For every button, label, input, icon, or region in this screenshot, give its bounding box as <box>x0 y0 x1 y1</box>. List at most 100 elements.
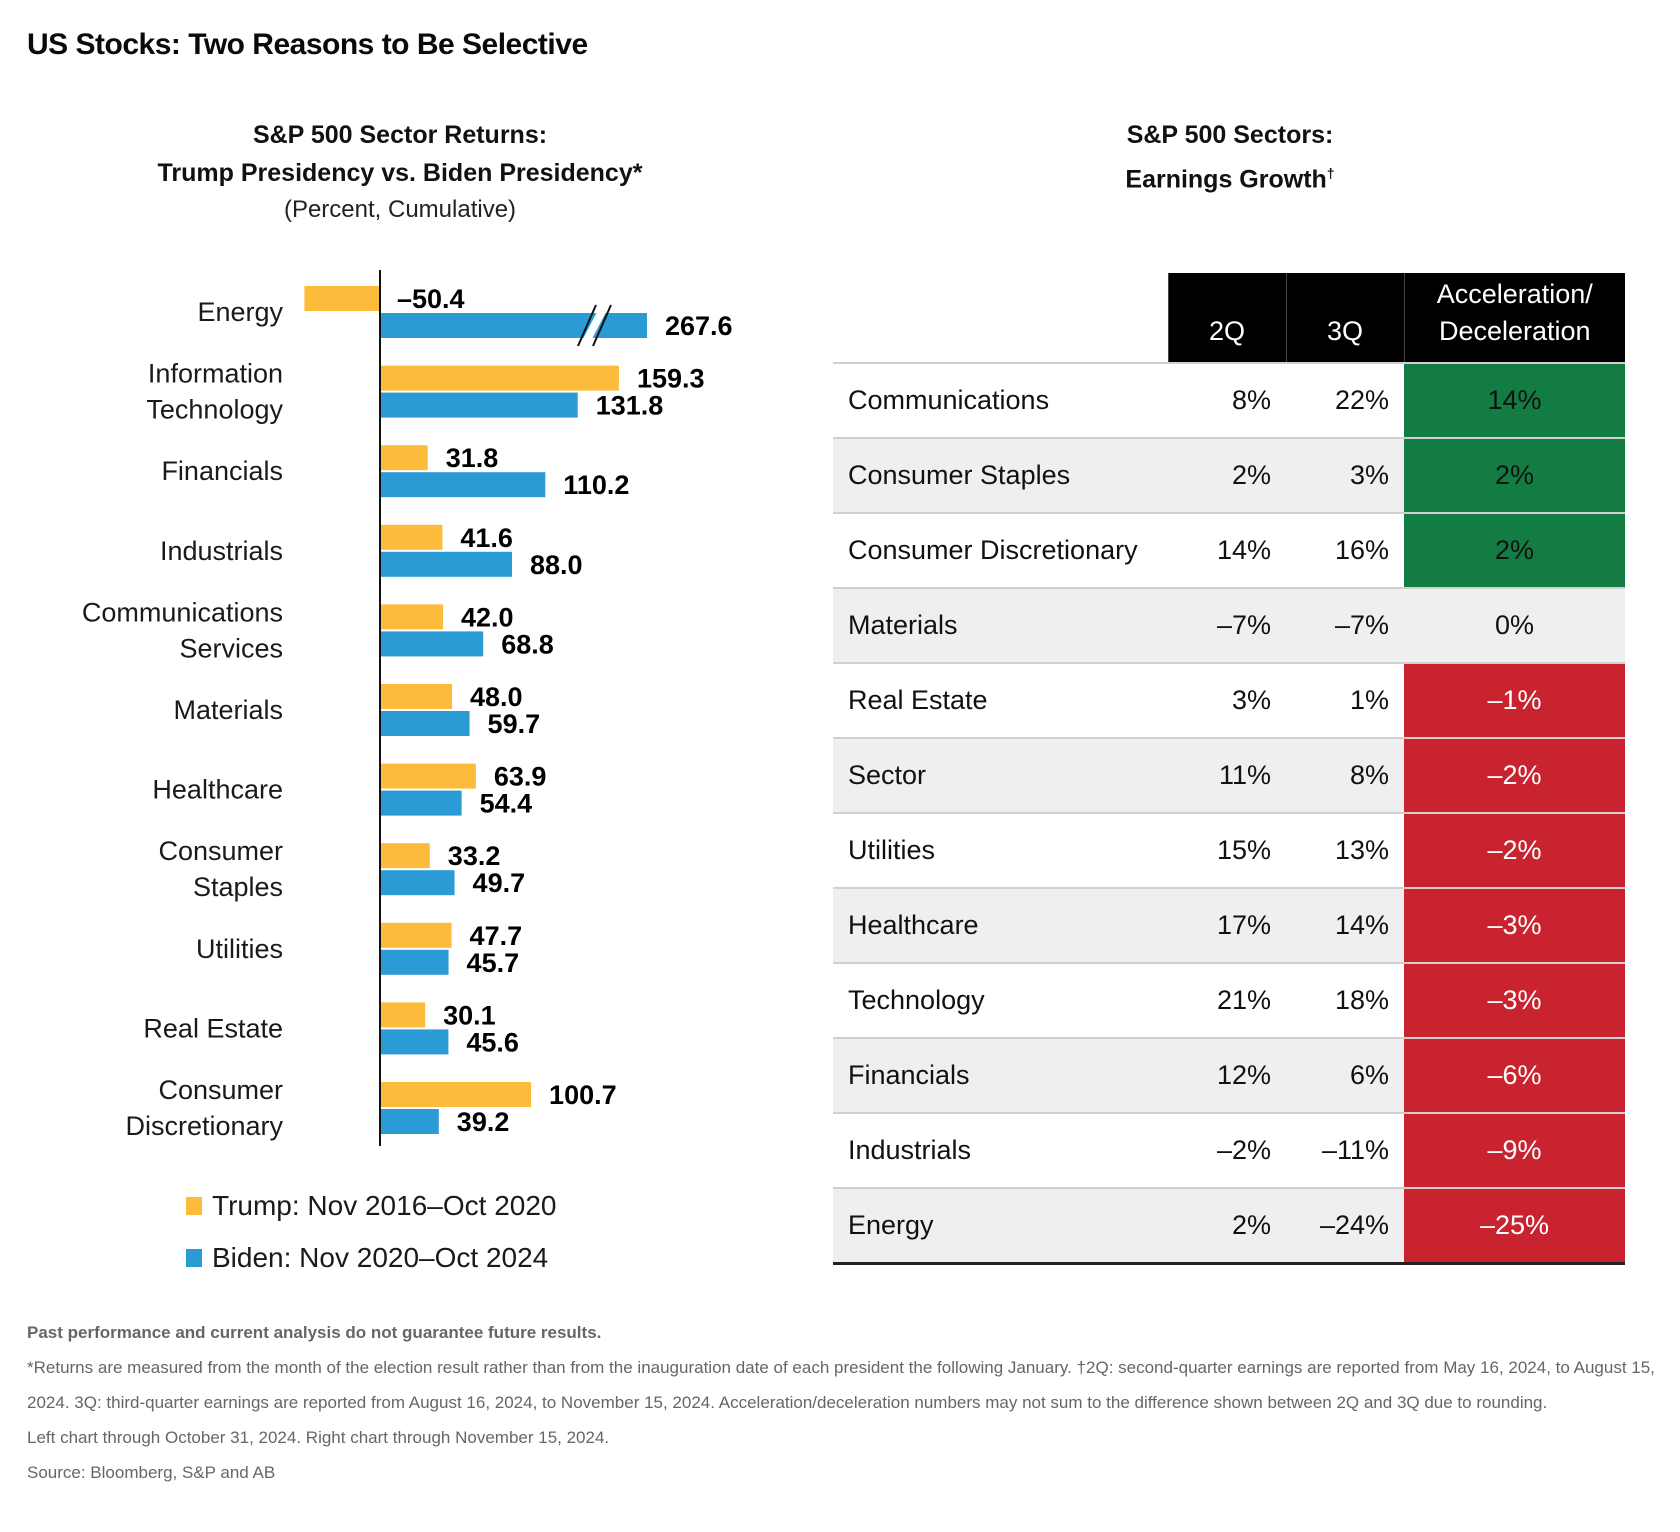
q3-value-cell: –7% <box>1286 587 1404 663</box>
biden-bar <box>380 949 449 975</box>
sector-name-cell: Healthcare <box>833 887 1168 963</box>
bar-group: Industrials 41.6 88.0 <box>160 523 583 580</box>
trump-value-label: 31.8 <box>446 443 499 473</box>
left-chart-title-line2: Trump Presidency vs. Biden Presidency* <box>157 159 643 187</box>
sector-name-cell: Financials <box>833 1037 1168 1113</box>
biden-bar <box>380 1109 439 1134</box>
category-label: Consumer <box>158 836 283 866</box>
q3-value-cell: –11% <box>1286 1112 1404 1188</box>
legend-swatch-biden <box>186 1249 202 1267</box>
left-chart-subtitle: (Percent, Cumulative) <box>283 196 517 223</box>
category-label: Services <box>179 633 283 663</box>
axis-break-mark <box>577 304 597 347</box>
q3-value-cell: 22% <box>1286 362 1404 438</box>
header-3q: 3Q <box>1285 273 1404 363</box>
right-table-title-line2: Earnings Growth† <box>1030 154 1430 198</box>
acceleration-value-cell: –2% <box>1404 812 1625 888</box>
header-acceleration: Acceleration/Deceleration <box>1403 273 1625 363</box>
trump-bar <box>380 1002 426 1028</box>
legend-item-biden: Biden: Nov 2020–Oct 2024 <box>186 1232 556 1284</box>
legend-label-trump: Trump: Nov 2016–Oct 2020 <box>212 1190 557 1221</box>
trump-bar <box>380 763 476 789</box>
axis-break-gap <box>583 312 606 339</box>
table-body: Communications 8% 22% 14% Consumer Staples 2%… <box>833 362 1625 1265</box>
trump-value-label: 48.0 <box>470 682 523 712</box>
biden-value-label: 110.2 <box>563 470 629 500</box>
q3-value-cell: 3% <box>1286 437 1404 513</box>
q2-value-cell: 2% <box>1168 1187 1286 1265</box>
header-2q: 2Q <box>1167 273 1286 363</box>
biden-bar <box>380 313 647 338</box>
disclaimer: Past performance and current analysis do… <box>27 1323 602 1342</box>
acceleration-value-cell: –2% <box>1404 737 1625 813</box>
source-note: Source: Bloomberg, S&P and AB <box>27 1463 276 1482</box>
biden-value-label: 49.7 <box>473 868 526 898</box>
bar-group: Energy –50.4 267.6 <box>197 284 733 347</box>
legend-swatch-trump <box>186 1197 202 1215</box>
trump-value-label: 100.7 <box>549 1080 617 1110</box>
biden-value-label: 68.8 <box>501 629 554 659</box>
bar-group: Consumer Staples 33.249.7 <box>158 836 525 902</box>
category-label: Staples <box>193 872 283 902</box>
q2-value-cell: –7% <box>1168 587 1286 663</box>
sector-name-cell: Energy <box>833 1187 1168 1265</box>
right-table-title-line1: S&P 500 Sectors: <box>1126 121 1334 149</box>
trump-bar <box>380 684 452 709</box>
q2-value-cell: 11% <box>1168 737 1286 813</box>
table-row: Energy 2% –24% –25% <box>833 1187 1625 1265</box>
table-row: Sector 11% 8% –2% <box>833 737 1625 813</box>
category-label: Technology <box>146 395 283 425</box>
q2-value-cell: 21% <box>1168 962 1286 1038</box>
table-row: Materials –7% –7% 0% <box>833 587 1625 663</box>
q2-value-cell: –2% <box>1168 1112 1286 1188</box>
trump-value-label: 41.6 <box>460 523 513 553</box>
sector-name-cell: Technology <box>833 962 1168 1038</box>
q3-value-cell: 1% <box>1286 662 1404 738</box>
footnotes: Past performance and current analysis do… <box>27 1315 1667 1490</box>
table-row: Communications 8% 22% 14% <box>833 362 1625 438</box>
q3-value-cell: –24% <box>1286 1187 1404 1265</box>
axis-break-mark <box>592 304 612 347</box>
biden-bar <box>380 711 470 736</box>
q3-value-cell: 8% <box>1286 737 1404 813</box>
q2-value-cell: 17% <box>1168 887 1286 963</box>
trump-bar <box>380 604 443 630</box>
table-row: Consumer Staples 2% 3% 2% <box>833 437 1625 513</box>
biden-value-label: 59.7 <box>488 709 541 739</box>
biden-bar <box>380 870 455 896</box>
right-table-title-text: Earnings Growth <box>1125 165 1327 194</box>
sector-name-cell: Communications <box>833 362 1168 438</box>
biden-bar <box>380 1029 449 1055</box>
bar-group: Consumer Discretionary 100.7 39.2 <box>125 1075 616 1141</box>
chart-legend: Trump: Nov 2016–Oct 2020 Biden: Nov 2020… <box>186 1180 556 1284</box>
sector-name-cell: Utilities <box>833 812 1168 888</box>
category-label: Communications <box>82 597 283 627</box>
left-chart-title-line1: S&P 500 Sector Returns: <box>252 121 548 149</box>
category-label: Information <box>148 359 283 389</box>
biden-bar <box>380 631 484 657</box>
trump-value-label: –50.4 <box>397 284 465 314</box>
q2-value-cell: 14% <box>1168 512 1286 588</box>
biden-bar <box>380 472 546 498</box>
category-label: Consumer <box>158 1075 283 1105</box>
category-label: Utilities <box>196 934 283 964</box>
trump-bar <box>380 365 619 391</box>
trump-value-label: 30.1 <box>443 1000 496 1030</box>
bar-group: Materials 48.059.7 <box>173 682 540 739</box>
q2-value-cell: 8% <box>1168 362 1286 438</box>
category-label: Healthcare <box>152 775 283 805</box>
bar-group: Communications Services 42.068.8 <box>82 597 554 663</box>
q2-value-cell: 3% <box>1168 662 1286 738</box>
sector-name-cell: Real Estate <box>833 662 1168 738</box>
bar-group: Utilities 47.745.7 <box>196 921 522 978</box>
acceleration-value-cell: 2% <box>1404 437 1625 513</box>
sector-name-cell: Sector <box>833 737 1168 813</box>
acceleration-value-cell: 0% <box>1404 587 1625 663</box>
q2-value-cell: 2% <box>1168 437 1286 513</box>
q3-value-cell: 6% <box>1286 1037 1404 1113</box>
biden-bar <box>380 790 462 816</box>
legend-item-trump: Trump: Nov 2016–Oct 2020 <box>186 1180 556 1232</box>
q3-value-cell: 18% <box>1286 962 1404 1038</box>
category-label: Materials <box>173 695 283 725</box>
